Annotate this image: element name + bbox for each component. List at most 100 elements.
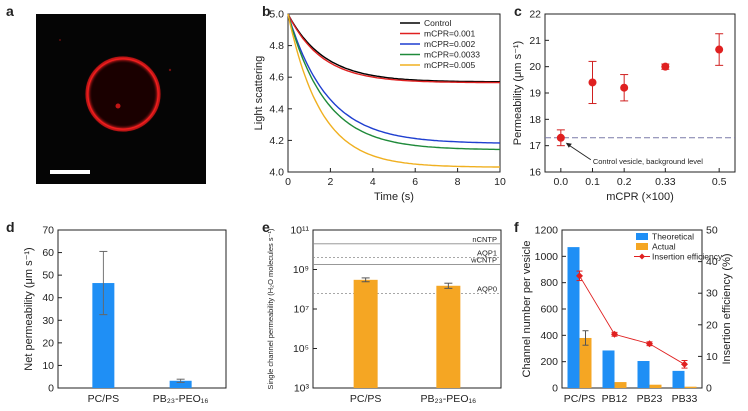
y-tick-label: 10: [42, 360, 54, 372]
y-tick-label: 22: [529, 9, 541, 21]
y-right-tick-label: 0: [706, 383, 712, 395]
y-tick-label: 70: [42, 225, 54, 237]
efficiency-line: [579, 275, 685, 365]
panel-label-f: f: [514, 219, 519, 235]
y-right-tick-label: 30: [706, 288, 718, 300]
y-tick-label: 0: [552, 383, 558, 395]
reference-label: AQP1: [477, 249, 497, 258]
panel-c-chart: 0.0 0.1 0.2 0.33 0.5 16 17 18 19 20 21 22 mCPR (×100…: [512, 9, 736, 203]
y-tick-label: 10⁵: [293, 343, 309, 355]
vesicle-speck: [115, 103, 121, 109]
y-tick-label: 600: [540, 304, 558, 316]
y-axis-label: Single channel permeability (H₂O molecul…: [266, 228, 275, 390]
y-right-tick-label: 50: [706, 225, 718, 237]
y-tick-label: 20: [529, 61, 541, 73]
x-axis-label: mCPR (×100): [606, 191, 674, 203]
x-tick-label: PB₂₃-PEO₁₆: [420, 393, 476, 405]
y-tick-label: 10⁷: [294, 304, 310, 316]
bar: [169, 380, 192, 388]
data-point: [620, 83, 629, 92]
x-axis-label: Time (s): [374, 191, 414, 203]
y-tick-label: 800: [540, 277, 558, 289]
x-tick-label: 6: [412, 176, 418, 188]
plot-frame: [57, 229, 227, 389]
x-tick-label: PC/PS: [564, 393, 596, 405]
x-tick-label: 0: [285, 176, 291, 188]
data-point: [556, 133, 565, 142]
scale-bar: [50, 170, 90, 174]
y-axis-label: Light scattering: [253, 56, 265, 131]
panel-label-e: e: [262, 219, 270, 235]
y-right-tick-label: 20: [706, 319, 718, 331]
bar-theoretical: [637, 361, 650, 388]
x-tick-label: 10: [494, 176, 506, 188]
legend-swatch: [636, 233, 648, 240]
reference-label: nCNTP: [472, 235, 497, 244]
data-point: [715, 45, 724, 54]
y-tick-label: 10³: [294, 383, 310, 395]
bar-actual: [579, 337, 592, 388]
annotation-arrow: [566, 143, 592, 161]
y-right-tick-label: 10: [706, 351, 718, 363]
panel-e-chart: 10³ 10⁵ 10⁷ 10⁹ 10¹¹ Single channel permeabil…: [266, 225, 502, 405]
y-tick-label: 19: [529, 88, 541, 100]
legend-label: mCPR=0.001: [424, 29, 476, 39]
series-line: [287, 13, 500, 168]
series-line: [287, 13, 501, 144]
vesicle-glow: [84, 55, 162, 133]
data-point: [588, 78, 597, 87]
y-tick-label: 17: [529, 140, 541, 152]
legend-label: Insertion efficiency: [652, 252, 723, 262]
reference-label: AQP0: [477, 285, 497, 294]
microscopy-image: [36, 14, 206, 184]
panel-label-d: d: [6, 219, 15, 235]
legend-label: Actual: [652, 242, 676, 252]
y-tick-label: 0: [48, 383, 54, 395]
panel-f-chart: 0 200 400 600 800 1000 1200 0 10 20 30 40 50 Channel …: [521, 225, 733, 406]
efficiency-marker: [646, 340, 653, 348]
bar: [92, 283, 115, 388]
bar-actual: [614, 382, 627, 388]
panel-b-chart: 0 2 4 6 8 10 4.0 4.2 4.4 4.6 4.8 5.0 Time (s) Light s…: [253, 9, 506, 204]
bar-actual: [649, 384, 662, 388]
x-tick-label: 0.5: [712, 176, 727, 188]
bar: [353, 279, 378, 388]
y-tick-label: 10⁹: [293, 264, 309, 276]
y-tick-label: 1000: [535, 251, 559, 263]
efficiency-marker: [576, 272, 583, 280]
series-line: [287, 13, 500, 84]
y-tick-label: 200: [540, 356, 558, 368]
y-tick-label: 16: [529, 167, 541, 179]
background-speck: [168, 68, 172, 72]
y-tick-label: 1200: [535, 225, 559, 237]
y-tick-label: 40: [42, 292, 54, 304]
legend-label: mCPR=0.002: [424, 39, 476, 49]
panel-d-chart: 0 10 20 30 40 50 60 70 Net permeability (μm s⁻¹)…: [23, 225, 227, 405]
legend-label: mCPR=0.0033: [424, 50, 480, 60]
data-point: [661, 62, 670, 71]
x-tick-label: PB12: [602, 393, 628, 405]
y-tick-label: 21: [529, 35, 541, 47]
bar-theoretical: [602, 350, 615, 388]
y-right-tick-label: 40: [706, 256, 718, 268]
x-tick-label: PB₂₃-PEO₁₆: [153, 393, 209, 405]
x-tick-label: PB33: [672, 393, 698, 405]
legend-label: mCPR=0.005: [424, 60, 476, 70]
bar-actual: [684, 386, 697, 388]
background-speck: [59, 39, 61, 41]
y-tick-label: 50: [42, 270, 54, 282]
bar-theoretical: [567, 247, 580, 388]
legend-swatch: [639, 253, 645, 260]
reference-label: wCNTP: [470, 255, 497, 264]
x-tick-label: PC/PS: [88, 393, 120, 405]
panel-label-a: a: [6, 3, 14, 19]
y-tick-label: 20: [42, 337, 54, 349]
y-tick-label: 4.0: [269, 167, 284, 179]
y-tick-label: 400: [540, 330, 558, 342]
bar-theoretical: [672, 370, 685, 388]
panel-label-c: c: [514, 3, 522, 19]
legend-label: Control: [424, 18, 452, 28]
y-tick-label: 18: [529, 114, 541, 126]
efficiency-marker: [611, 330, 618, 338]
y-axis-label: Insertion efficiency (%): [721, 253, 733, 364]
